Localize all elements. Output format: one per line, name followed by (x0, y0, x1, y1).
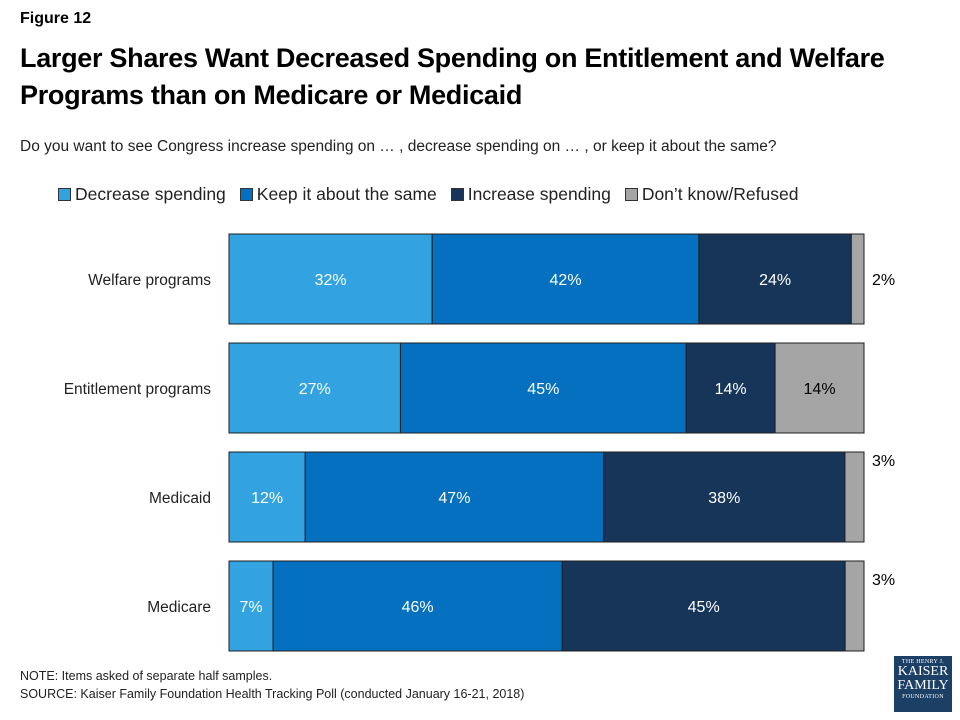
data-label: 7% (239, 599, 262, 616)
bar-segment (698, 233, 852, 325)
bar-segment (774, 342, 865, 434)
chart-title: Larger Shares Want Decreased Spending on… (20, 43, 885, 110)
chart-subtitle: Do you want to see Congress increase spe… (20, 138, 777, 155)
logo-line-1: THE HENRY J. (901, 659, 945, 665)
data-label: 24% (759, 272, 791, 289)
bar-segment (228, 560, 274, 652)
data-label: 12% (251, 490, 283, 507)
data-label: 27% (299, 381, 331, 398)
bar-segment (272, 560, 563, 652)
data-label: 46% (402, 599, 434, 616)
legend-swatch (450, 188, 464, 201)
data-label: 47% (438, 490, 470, 507)
legend-item: Keep it about the same (239, 184, 437, 205)
data-label: 42% (550, 272, 582, 289)
bar-segment (228, 233, 433, 325)
logo-line-3: FAMILY (897, 678, 949, 693)
legend-label: Don’t know/Refused (641, 184, 799, 204)
data-label: 14% (715, 381, 747, 398)
data-label: 2% (872, 272, 895, 289)
bar-segment (685, 342, 776, 434)
legend-swatch (624, 188, 638, 201)
data-label: 14% (804, 381, 836, 398)
category-label: Medicaid (149, 490, 211, 507)
bar-segment (844, 560, 865, 652)
data-label: 3% (872, 453, 895, 470)
bar-segment (304, 451, 605, 543)
category-label: Entitlement programs (64, 381, 212, 398)
chart-note: NOTE: Items asked of separate half sampl… (20, 669, 273, 683)
legend-item: Increase spending (450, 184, 611, 205)
legend-label: Increase spending (467, 184, 611, 204)
bar-segment (228, 451, 306, 543)
bar-segment (603, 451, 846, 543)
bar-segment (228, 342, 401, 434)
data-label: 45% (688, 599, 720, 616)
legend-swatch (239, 188, 253, 201)
data-label: 32% (315, 272, 347, 289)
legend-item: Decrease spending (58, 184, 226, 205)
category-label: Welfare programs (88, 272, 211, 289)
kff-logo: THE HENRY J. KAISER FAMILY FOUNDATION (894, 656, 952, 712)
logo-line-4: FOUNDATION (902, 694, 944, 700)
category-label: Medicare (147, 599, 211, 616)
bar-segment (844, 451, 865, 543)
bar-segment (431, 233, 700, 325)
bar-segment (850, 233, 865, 325)
data-label: 38% (708, 490, 740, 507)
legend-item: Don’t know/Refused (624, 184, 799, 205)
data-label: 45% (527, 381, 559, 398)
data-label: 3% (872, 572, 895, 589)
figure-label: Figure 12 (20, 10, 92, 27)
legend-swatch (58, 188, 71, 201)
chart-source: SOURCE: Kaiser Family Foundation Health … (20, 687, 525, 701)
logo-line-2: KAISER (897, 664, 949, 679)
bar-segment (399, 342, 687, 434)
legend-label: Decrease spending (75, 184, 226, 204)
legend-label: Keep it about the same (256, 184, 437, 204)
chart-legend: Decrease spending Keep it about the same I… (58, 184, 812, 205)
